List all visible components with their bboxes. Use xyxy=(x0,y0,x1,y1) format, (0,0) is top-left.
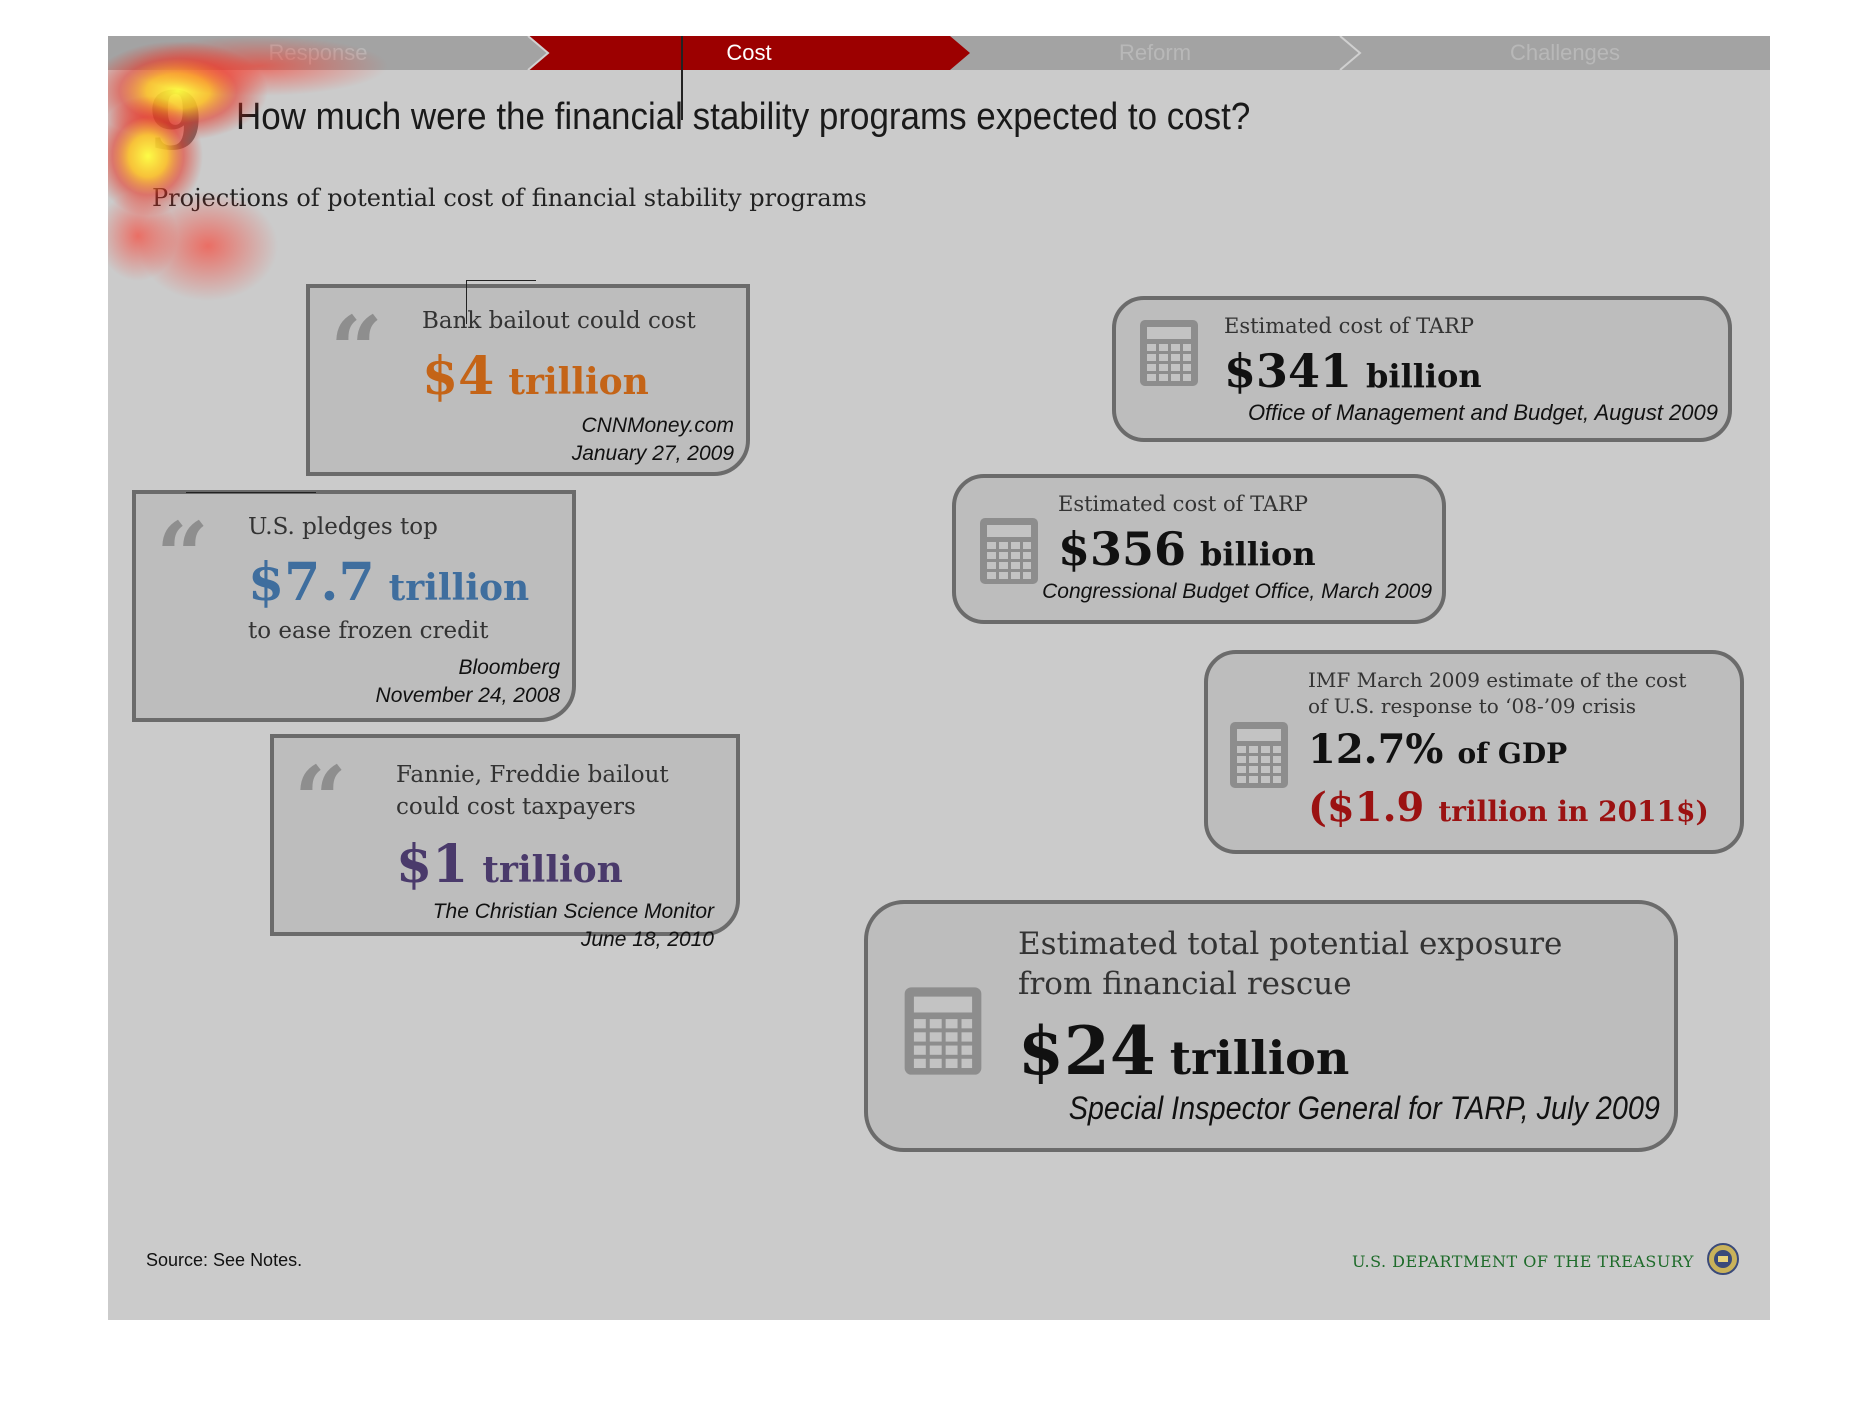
estimate-lead-line2: from financial rescue xyxy=(1018,966,1352,1002)
estimate-amount: 12.7% of GDP xyxy=(1308,726,1568,773)
treasury-seal-icon xyxy=(1707,1243,1739,1275)
estimate-card-omb: Estimated cost of TARP $341 billion Offic… xyxy=(1112,296,1732,442)
estimate-card-cbo: Estimated cost of TARP $356 billion Congr… xyxy=(952,474,1446,624)
estimate-lead: Estimated cost of TARP xyxy=(1058,492,1309,516)
cursor-line xyxy=(681,36,683,120)
quote-source: CNNMoney.com xyxy=(581,414,734,437)
estimate-lead-line2: of U.S. response to ‘08-’09 crisis xyxy=(1308,694,1636,718)
estimate-lead-line1: IMF March 2009 estimate of the cost xyxy=(1308,668,1687,692)
estimate-amount: $341 billion xyxy=(1224,344,1482,398)
decor-line xyxy=(186,492,316,493)
quote-date: November 24, 2008 xyxy=(375,684,560,707)
calculator-icon xyxy=(980,518,1038,584)
quote-amount: $7.7 trillion xyxy=(248,552,530,613)
quote-source: The Christian Science Monitor xyxy=(432,900,714,923)
page-title: How much were the financial stability pr… xyxy=(236,96,1251,138)
quote-date: June 18, 2010 xyxy=(580,928,714,951)
tab-cost[interactable]: Cost xyxy=(726,40,772,65)
quote-date: January 27, 2009 xyxy=(571,442,734,465)
quote-source: Bloomberg xyxy=(458,656,560,679)
estimate-lead: Estimated cost of TARP xyxy=(1224,314,1475,338)
estimate-amount: $24 trillion xyxy=(1018,1012,1350,1090)
quote-card-bank-bailout: “ Bank bailout could cost $4 trillion CNN… xyxy=(306,284,750,476)
quote-card-us-pledges: “ U.S. pledges top $7.7 trillion to ease … xyxy=(132,490,576,722)
calculator-icon xyxy=(904,987,982,1075)
page-subtitle: Projections of potential cost of financi… xyxy=(152,184,867,212)
treasury-label: U.S. DEPARTMENT OF THE TREASURY xyxy=(1352,1252,1694,1271)
tab-challenges[interactable]: Challenges xyxy=(1509,40,1621,65)
decor-line xyxy=(466,280,467,324)
tab-response[interactable]: Response xyxy=(268,40,368,65)
estimate-sub-amount: ($1.9 trillion in 2011$) xyxy=(1308,784,1709,831)
footer-source: Source: See Notes. xyxy=(146,1250,303,1270)
quote-amount: $1 trillion xyxy=(396,834,623,895)
quote-lead-line1: Fannie, Freddie bailout xyxy=(396,762,669,788)
estimate-source: Office of Management and Budget, August … xyxy=(1247,400,1718,425)
nav-chevrons xyxy=(527,36,1362,70)
slide: Response Cost Reform Challenges 9 How mu… xyxy=(108,36,1770,1320)
quote-card-fannie-freddie: “ Fannie, Freddie bailout could cost tax… xyxy=(270,734,740,951)
quote-amount: $4 trillion xyxy=(422,346,649,407)
estimate-lead-line1: Estimated total potential exposure xyxy=(1018,926,1563,962)
estimate-source: Special Inspector General for TARP, July… xyxy=(1068,1090,1660,1126)
quote-mark-icon: “ xyxy=(156,502,209,610)
calculator-icon xyxy=(1140,320,1198,386)
calculator-icon xyxy=(1230,722,1288,788)
section-nav: Response Cost Reform Challenges xyxy=(108,36,1770,70)
estimate-card-sigtarp: Estimated total potential exposure from … xyxy=(864,900,1678,1152)
quote-mark-icon: “ xyxy=(294,746,347,854)
question-number: 9 xyxy=(148,74,204,168)
quote-trail: to ease frozen credit xyxy=(248,618,489,644)
estimate-source: Congressional Budget Office, March 2009 xyxy=(1042,580,1432,603)
quote-mark-icon: “ xyxy=(330,296,383,404)
quote-lead: U.S. pledges top xyxy=(248,514,438,540)
estimate-amount: $356 billion xyxy=(1058,522,1316,576)
quote-lead: Bank bailout could cost xyxy=(422,308,696,334)
quote-lead-line2: could cost taxpayers xyxy=(396,794,636,820)
decor-line xyxy=(466,280,536,281)
tab-reform[interactable]: Reform xyxy=(1118,40,1192,65)
estimate-card-imf: IMF March 2009 estimate of the cost of U… xyxy=(1204,650,1744,854)
